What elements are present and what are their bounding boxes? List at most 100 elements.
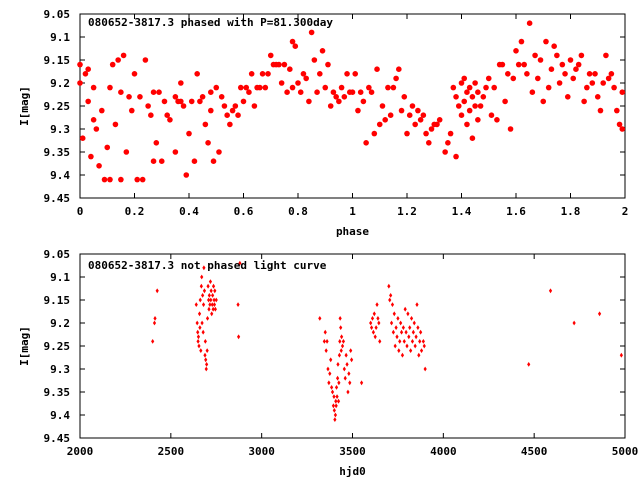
data-point <box>289 84 296 91</box>
data-point <box>340 334 344 340</box>
x-tick-label: 2000 <box>67 445 94 458</box>
data-point <box>287 66 293 72</box>
data-point <box>485 75 492 82</box>
data-point <box>592 71 598 77</box>
data-point <box>371 329 375 335</box>
y-tick-label: 9.05 <box>44 8 71 21</box>
data-point <box>341 339 346 344</box>
data-point <box>211 283 216 289</box>
y-tick-label: 9.3 <box>50 123 70 136</box>
data-point <box>210 158 217 164</box>
data-point <box>332 394 336 399</box>
data-point <box>211 306 215 312</box>
data-point <box>377 320 381 326</box>
data-point <box>99 107 105 114</box>
data-point <box>472 103 478 109</box>
data-point <box>229 107 236 114</box>
data-point <box>195 320 199 326</box>
data-point <box>330 385 334 390</box>
data-point <box>335 394 339 399</box>
data-point <box>423 366 427 372</box>
y-tick-label: 9.4 <box>50 409 70 422</box>
data-point <box>209 288 213 294</box>
data-point <box>322 339 326 344</box>
data-point <box>336 375 340 381</box>
data-point <box>453 94 459 100</box>
data-point <box>325 339 329 344</box>
data-point <box>197 311 202 317</box>
data-point <box>205 362 209 367</box>
data-point <box>453 153 459 160</box>
data-point <box>375 302 379 307</box>
data-point <box>597 107 604 114</box>
data-point <box>101 176 108 183</box>
data-point <box>345 362 349 367</box>
data-point <box>262 84 269 91</box>
data-point <box>196 339 200 344</box>
data-point <box>139 176 146 183</box>
data-point <box>308 29 315 36</box>
y-tick-label: 9.45 <box>44 432 71 445</box>
data-point <box>153 316 157 321</box>
data-point <box>90 84 97 91</box>
data-point <box>131 71 138 77</box>
data-point <box>209 297 213 303</box>
y-tick-label: 9.05 <box>44 248 71 261</box>
data-point <box>352 71 359 77</box>
data-point <box>199 283 203 289</box>
data-point <box>389 320 394 326</box>
data-point <box>398 339 402 344</box>
data-point <box>564 94 571 100</box>
data-point <box>466 84 473 91</box>
data-point <box>418 339 422 344</box>
data-point <box>208 107 214 114</box>
data-point <box>224 112 230 118</box>
data-point <box>194 71 200 77</box>
data-point <box>513 48 519 54</box>
data-points <box>151 260 623 422</box>
data-point <box>319 48 326 54</box>
data-point <box>327 103 334 109</box>
data-point <box>388 297 392 303</box>
data-point <box>543 38 549 45</box>
data-point <box>526 20 533 27</box>
data-point <box>221 103 228 109</box>
data-point <box>329 357 333 363</box>
data-point <box>336 362 340 367</box>
data-point <box>515 61 522 68</box>
data-point <box>339 325 343 330</box>
data-point <box>417 352 421 358</box>
data-point <box>570 75 577 82</box>
data-point <box>164 112 170 118</box>
data-point <box>581 98 587 105</box>
data-point <box>284 89 290 95</box>
data-point <box>93 126 100 132</box>
data-point <box>415 107 421 114</box>
data-point <box>336 398 341 404</box>
data-point <box>510 75 517 82</box>
data-point <box>340 343 345 349</box>
data-point <box>202 121 209 128</box>
data-point <box>200 320 204 326</box>
x-tick-label: 1.4 <box>452 205 472 218</box>
data-point <box>213 288 217 294</box>
x-tick-label: 1 <box>349 205 356 218</box>
data-point <box>212 302 217 307</box>
data-point <box>332 408 336 413</box>
data-point <box>153 140 160 146</box>
data-point <box>257 84 263 91</box>
plot-panel-2: 2000 2500 3000 3500 4000 4500 5000 9.05 9.1 9.15 9… <box>18 248 638 478</box>
data-point <box>556 80 563 86</box>
data-point <box>172 94 179 100</box>
data-point <box>211 293 215 298</box>
data-point <box>317 71 323 77</box>
data-point <box>314 89 320 95</box>
data-point <box>600 80 606 86</box>
data-point <box>330 389 335 395</box>
data-point <box>499 61 506 68</box>
data-point <box>409 348 413 353</box>
data-point <box>292 43 299 49</box>
data-point <box>342 366 346 372</box>
data-point <box>419 329 423 335</box>
data-point <box>325 61 331 68</box>
